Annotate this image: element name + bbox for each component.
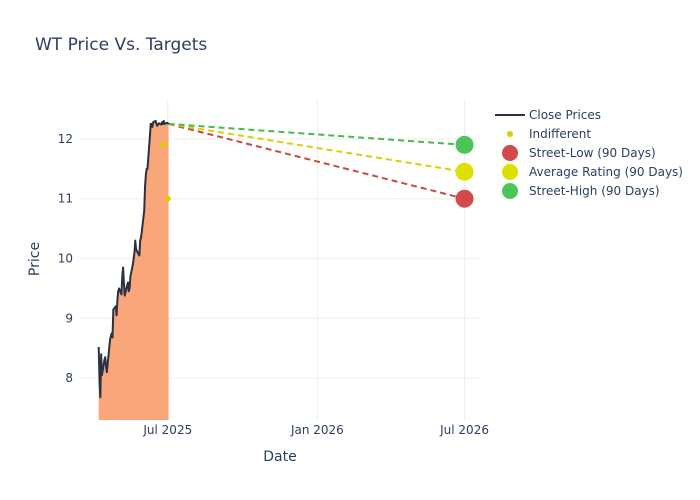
legend-label: Street-Low (90 Days) bbox=[529, 146, 656, 160]
legend-label: Indifferent bbox=[529, 127, 591, 141]
close-price-line bbox=[97, 119, 170, 399]
x-tick-label: Jan 2026 bbox=[290, 423, 344, 437]
price-area-fill bbox=[98, 120, 169, 421]
target-marker bbox=[455, 135, 474, 154]
legend: Close Prices Indifferent Street-Low (90 Da… bbox=[495, 108, 683, 199]
projection-line bbox=[168, 122, 465, 200]
legend-marker-swatch bbox=[502, 164, 518, 180]
legend-marker-swatch bbox=[507, 131, 513, 137]
y-tick-label: 10 bbox=[58, 252, 73, 266]
target-marker bbox=[455, 162, 474, 181]
y-tick-label: 12 bbox=[58, 132, 73, 146]
indifferent-point bbox=[164, 195, 171, 202]
y-tick-label: 9 bbox=[65, 311, 73, 325]
x-tick-label: Jul 2026 bbox=[439, 423, 489, 437]
y-tick-label: 8 bbox=[65, 371, 73, 385]
x-axis-title: Date bbox=[263, 449, 296, 465]
legend-label: Close Prices bbox=[529, 108, 601, 122]
legend-marker-swatch bbox=[502, 145, 518, 161]
x-tick-label: Jul 2025 bbox=[142, 423, 192, 437]
y-tick-label: 11 bbox=[58, 192, 73, 206]
plot-area: 8 9 10 11 12 Jul 2025 Jan 2026 Jul 2026 bbox=[58, 100, 489, 437]
y-axis-title: Price bbox=[27, 242, 43, 276]
legend-marker-swatch bbox=[502, 183, 518, 199]
legend-label: Street-High (90 Days) bbox=[529, 184, 660, 198]
target-marker bbox=[455, 189, 474, 208]
chart-title: WT Price Vs. Targets bbox=[35, 35, 207, 55]
indifferent-point bbox=[160, 141, 167, 148]
legend-label: Average Rating (90 Days) bbox=[529, 165, 683, 179]
